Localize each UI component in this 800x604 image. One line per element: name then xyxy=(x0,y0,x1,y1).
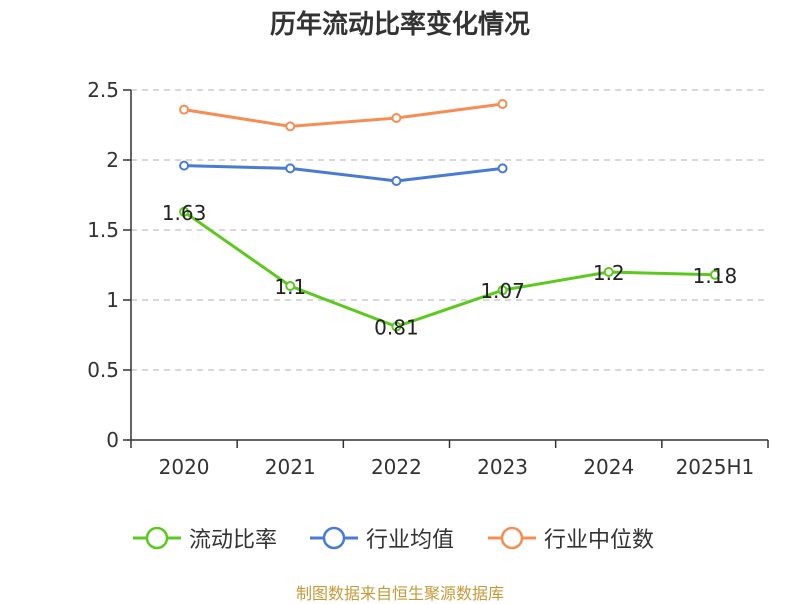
legend-line-marker-icon xyxy=(310,526,358,550)
x-tick-label: 2023 xyxy=(477,455,528,479)
legend-item-series-1[interactable]: 流动比率 xyxy=(133,518,277,558)
data-label: 1.18 xyxy=(693,264,738,288)
y-tick-label: 1.5 xyxy=(87,218,119,242)
data-point xyxy=(497,163,508,174)
legend-item-series-3[interactable]: 行业中位数 xyxy=(488,518,654,558)
data-point xyxy=(285,281,296,291)
data-point xyxy=(603,267,614,277)
series-line xyxy=(184,164,503,183)
data-label: 1.2 xyxy=(593,261,625,285)
series-line xyxy=(183,210,715,329)
y-tick-label: 2 xyxy=(106,148,119,172)
x-tick-label: 2022 xyxy=(371,455,422,479)
data-labels: 1.63 1.1 0.81 1.07 1.2 1.18 xyxy=(162,201,737,340)
series-line xyxy=(183,102,503,128)
series xyxy=(179,99,720,332)
x-tick-label: 2025H1 xyxy=(676,455,755,479)
data-point xyxy=(709,269,720,280)
data-point xyxy=(179,104,190,115)
legend-item-series-2[interactable]: 行业均值 xyxy=(310,518,454,558)
data-point xyxy=(497,285,508,296)
y-tick-label: 0.5 xyxy=(87,358,119,382)
data-point xyxy=(391,113,402,123)
data-point xyxy=(285,121,296,132)
x-tick-label: 2020 xyxy=(159,455,210,479)
legend-label: 行业中位数 xyxy=(544,528,655,553)
y-tick-label: 2.5 xyxy=(87,78,119,102)
legend-line-marker-icon xyxy=(133,526,181,550)
data-source-note: 制图数据来自恒生聚源数据库 xyxy=(295,584,504,603)
x-tick-label: 2021 xyxy=(265,455,316,479)
data-label: 0.81 xyxy=(374,316,419,340)
data-point xyxy=(179,206,190,217)
y-tick-label: 1 xyxy=(106,288,119,312)
x-tick-label: 2024 xyxy=(583,455,634,479)
data-label: 1.07 xyxy=(480,279,525,303)
data-point xyxy=(391,321,402,332)
data-point xyxy=(285,163,296,174)
data-label: 1.63 xyxy=(162,201,207,225)
legend: 流动比率 行业均值 行业中位数 xyxy=(0,518,800,558)
data-point xyxy=(179,160,190,171)
legend-label: 行业均值 xyxy=(366,528,455,553)
legend-line-marker-icon xyxy=(488,526,536,550)
data-point xyxy=(391,176,402,186)
chart-title: 历年流动比率变化情况 xyxy=(269,10,530,40)
legend-label: 流动比率 xyxy=(189,528,278,553)
grid-lines xyxy=(131,89,768,371)
axes: 0 0.5 1 1.5 2 2.5 2020 2021 2022 2023 2024 2025H1 xyxy=(87,78,769,479)
data-point xyxy=(497,99,508,109)
y-tick-label: 0 xyxy=(106,428,119,452)
data-label: 1.1 xyxy=(274,275,306,299)
